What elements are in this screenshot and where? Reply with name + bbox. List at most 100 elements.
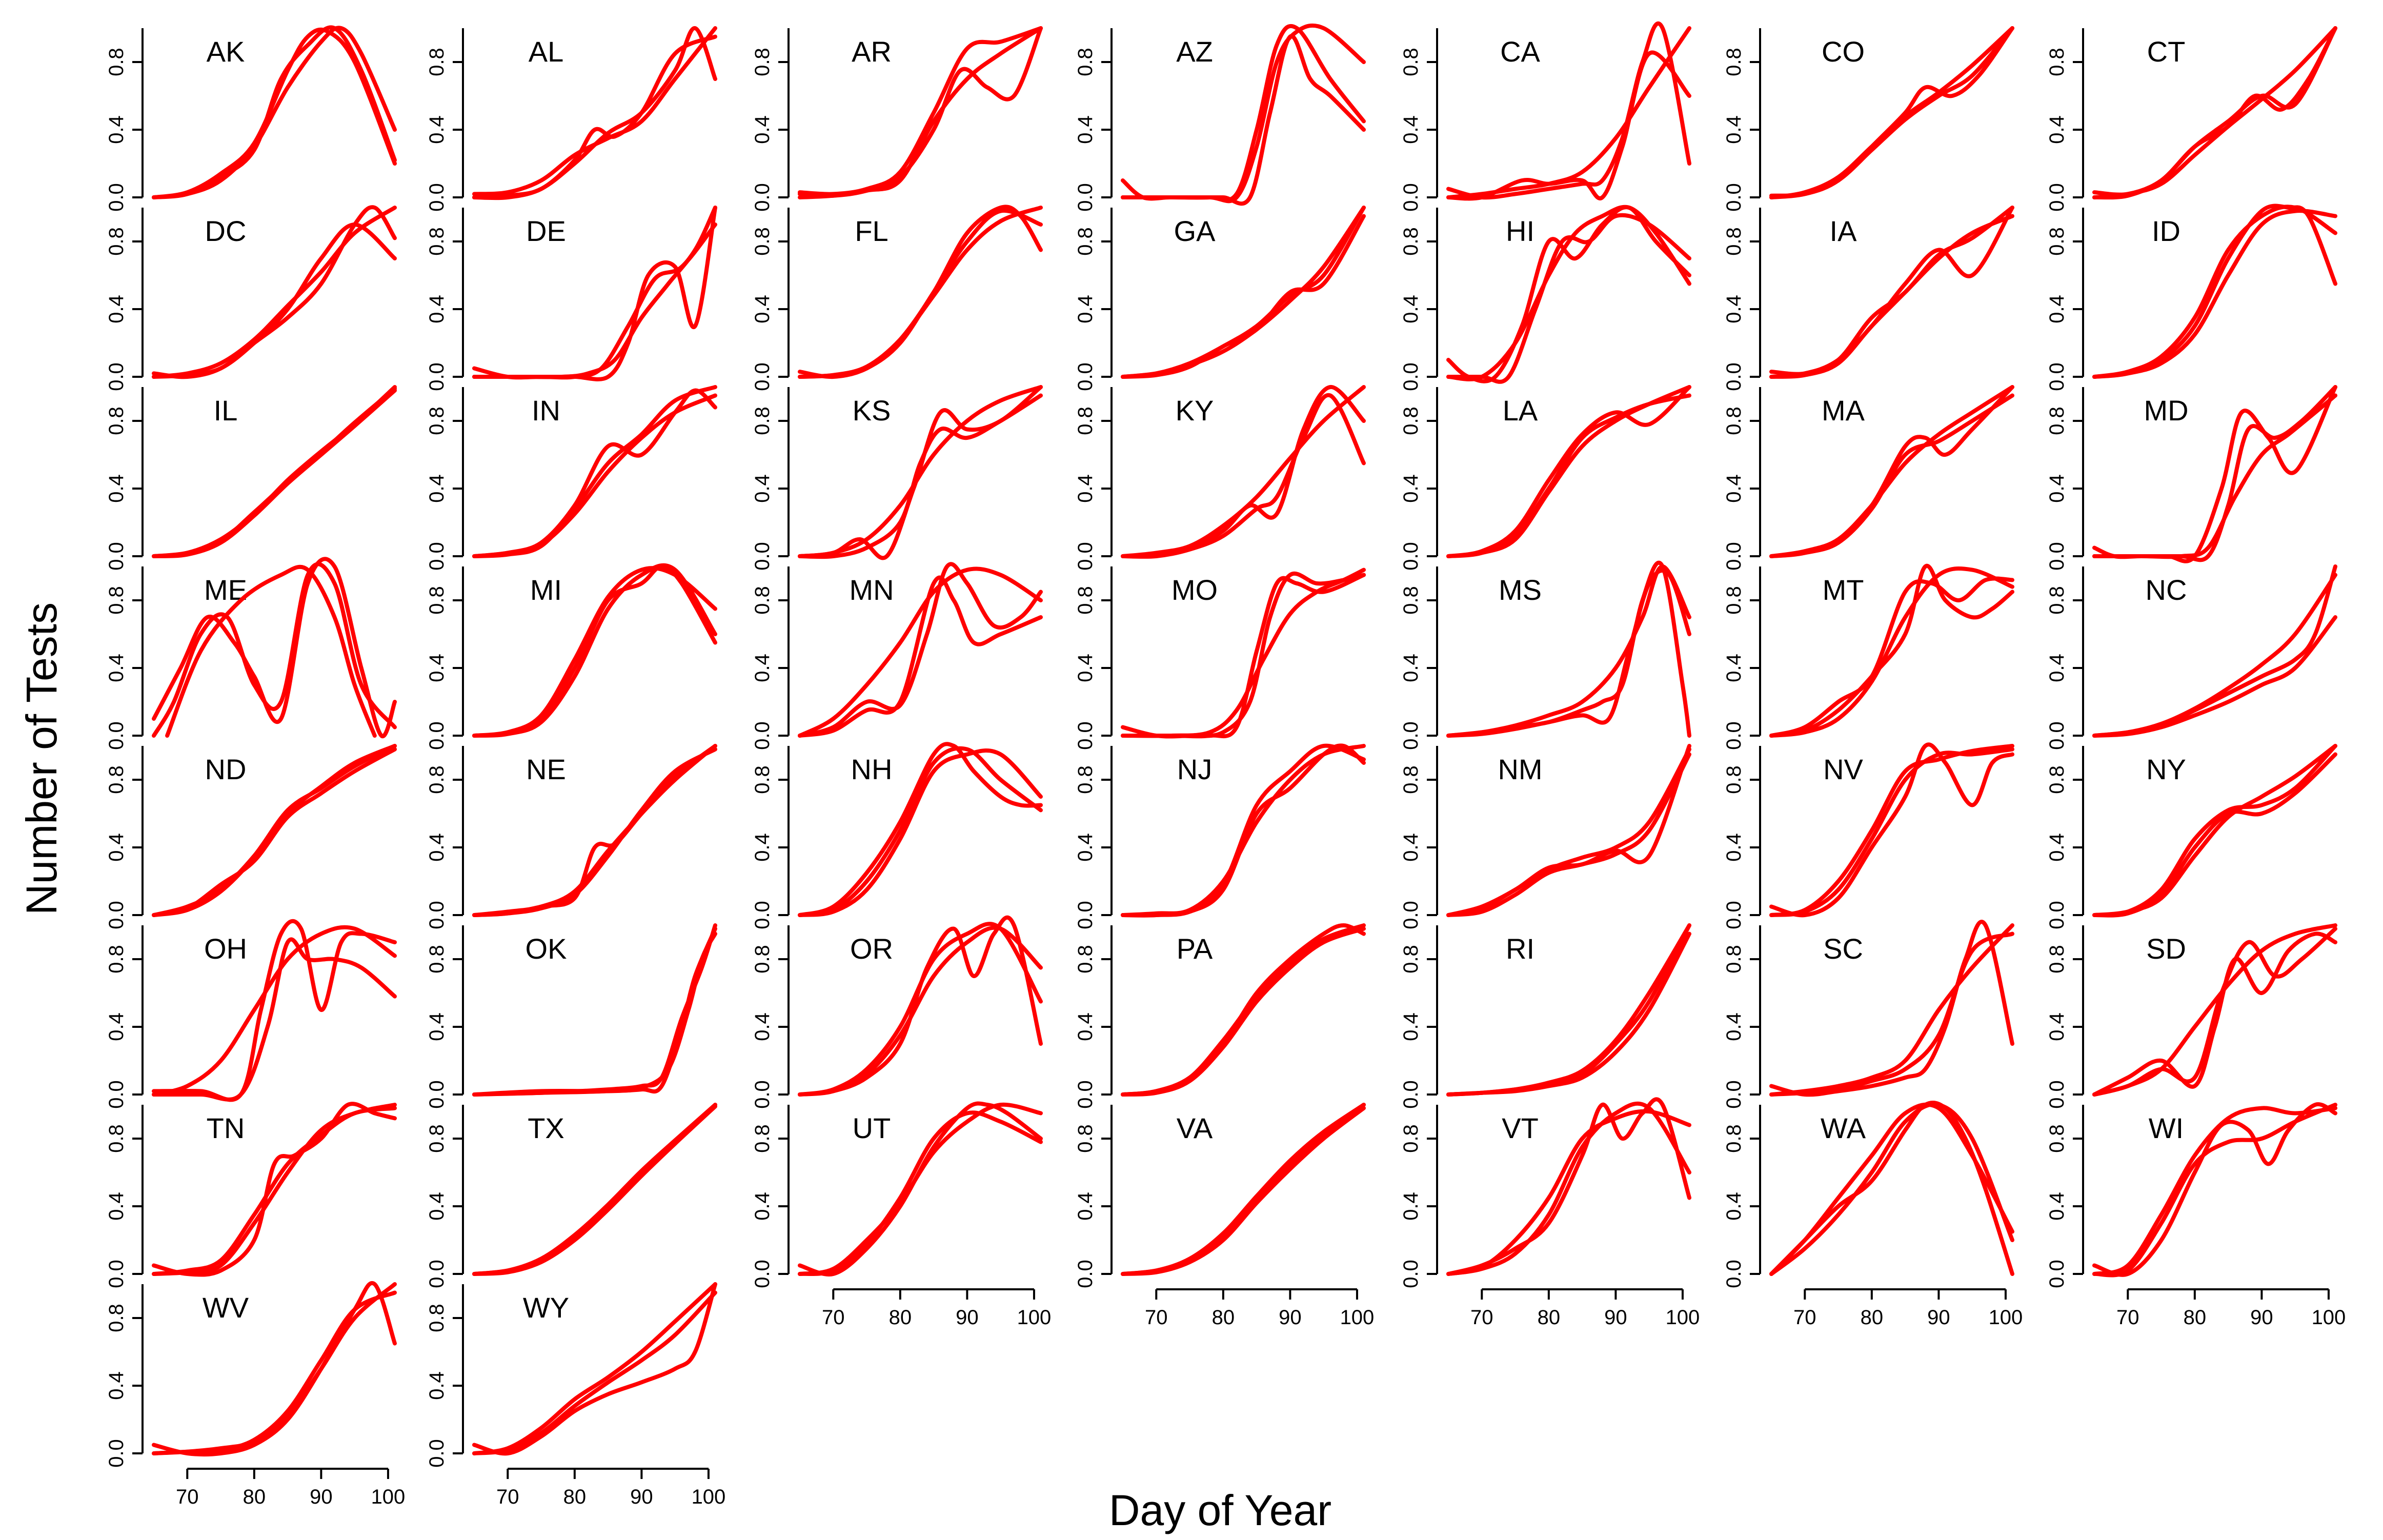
y-tick-label: 0.4 [1400,115,1422,144]
y-tick-label: 0.4 [105,295,128,323]
series-line-2 [152,1103,397,1276]
panel-sd: 0.0 0.4 0.8 SD [2046,923,2337,1109]
series-line-2 [1769,566,2014,738]
series-line-1 [152,26,397,199]
x-tick-label: 80 [1538,1306,1561,1329]
panel-label: DC [205,215,247,247]
series-line-3 [472,1282,717,1455]
y-tick-label: 0.8 [426,227,448,256]
series-line-3 [2092,209,2337,379]
y-tick-label: 0.0 [1400,1080,1422,1109]
series-line-1 [472,744,717,917]
y-tick-label: 0.0 [426,901,448,929]
y-tick-label: 0.4 [1723,654,1745,682]
y-tick-label: 0.4 [1400,654,1422,682]
series-line-3 [1446,205,1691,381]
series-line-3 [2092,573,2337,738]
panel-ri: 0.0 0.4 0.8 RI [1400,923,1691,1109]
panel-label: UT [853,1112,891,1144]
series-line-3 [798,925,1043,1097]
series-line-3 [472,34,717,199]
y-tick-label: 0.0 [1723,1260,1745,1288]
y-tick-label: 0.0 [426,1260,448,1288]
y-tick-label: 0.8 [105,1304,128,1332]
y-tick-label: 0.8 [2046,227,2068,256]
series-line-1 [2092,564,2337,738]
series-line-3 [1446,26,1691,199]
y-tick-label: 0.8 [1400,48,1422,76]
panel-ms: 0.0 0.4 0.8 MS [1400,560,1691,750]
series-line-2 [472,566,717,738]
panel-dc: 0.0 0.4 0.8 DC [105,205,397,391]
series-line-2 [152,562,397,738]
panel-al: 0.0 0.4 0.8 AL [426,26,717,212]
series-line-3 [1121,923,1366,1097]
panel-mi: 0.0 0.4 0.8 MI [426,563,717,750]
y-tick-label: 0.8 [105,407,128,435]
y-tick-label: 0.8 [751,586,774,615]
series-line-3 [152,1282,397,1455]
series-line-3 [798,566,1043,738]
y-tick-label: 0.4 [426,1012,448,1041]
y-tick-label: 0.0 [105,901,128,929]
series-line-1 [1446,923,1691,1097]
series-line-3 [152,206,397,379]
y-tick-label: 0.0 [751,1080,774,1109]
series-line-1 [472,388,717,558]
series-line-3 [2092,1106,2337,1276]
panel-label: CA [1500,35,1540,68]
y-tick-label: 0.0 [2046,1260,2068,1288]
y-tick-label: 0.8 [2046,586,2068,615]
panel-la: 0.0 0.4 0.8 LA [1400,385,1691,571]
y-tick-label: 0.4 [1723,1012,1745,1041]
series-line-3 [472,744,717,917]
y-tick-label: 0.0 [105,1260,128,1288]
y-tick-label: 0.4 [105,474,128,503]
series-line-1 [472,206,717,381]
series-line-3 [152,1106,397,1276]
y-tick-label: 0.0 [105,542,128,571]
series-line-1 [1446,385,1691,558]
y-tick-label: 0.8 [426,1124,448,1153]
panel-label: NE [526,753,566,785]
panel-label: NJ [1177,753,1212,785]
y-tick-label: 0.8 [105,586,128,615]
series-line-3 [1446,385,1691,558]
series-line-2 [152,747,397,917]
series-line-3 [1121,568,1366,738]
panel-de: 0.0 0.4 0.8 DE [426,206,717,391]
series-line-1 [2092,26,2337,197]
panel-mo: 0.0 0.4 0.8 MO [1074,566,1366,750]
y-tick-label: 0.4 [2046,1012,2068,1041]
x-tick-label: 70 [176,1486,199,1508]
series-line-3 [2092,393,2337,559]
panel-in: 0.0 0.4 0.8 IN [426,385,717,571]
y-tick-label: 0.8 [105,945,128,974]
panel-ia: 0.0 0.4 0.8 IA [1723,206,2014,391]
y-tick-label: 0.4 [1074,654,1097,682]
y-tick-label: 0.4 [751,1012,774,1041]
panel-label: MA [1822,394,1865,427]
y-tick-label: 0.4 [426,833,448,862]
series-line-3 [798,26,1043,199]
y-tick-label: 0.4 [2046,833,2068,862]
panel-label: OH [204,933,247,965]
y-tick-label: 0.0 [2046,901,2068,929]
x-tick-label: 70 [2116,1306,2139,1329]
y-tick-label: 0.8 [105,1124,128,1153]
panel-hi: 0.0 0.4 0.8 HI [1400,205,1691,391]
y-tick-label: 0.0 [1723,542,1745,571]
series-line-1 [152,385,397,558]
series-line-2 [2092,1103,2337,1278]
panel-ma: 0.0 0.4 0.8 MA [1723,385,2014,571]
panel-label: GA [1174,215,1216,247]
panels-group: 0.00.40.8 AK0.00.40.8 AL0.00.40.8 AR0.00.40… [105,21,2346,1508]
y-tick-label: 0.4 [426,474,448,503]
panel-pa: 0.0 0.4 0.8 PA [1074,923,1366,1109]
y-tick-label: 0.8 [426,586,448,615]
y-tick-label: 0.0 [751,183,774,212]
series-line-3 [1446,1109,1691,1276]
y-tick-label: 0.0 [2046,183,2068,212]
panel-nh: 0.0 0.4 0.8 NH [751,742,1043,929]
y-tick-label: 0.4 [2046,115,2068,144]
